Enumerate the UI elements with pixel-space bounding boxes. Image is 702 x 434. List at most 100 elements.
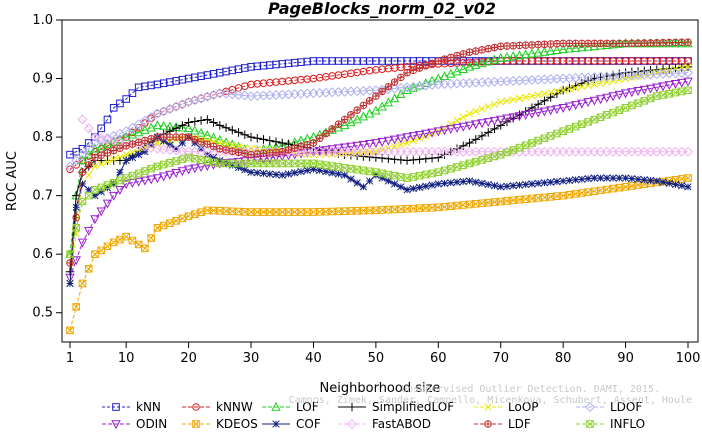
point-lof — [433, 73, 444, 83]
point-ldf — [553, 39, 561, 48]
point-ldf — [397, 73, 405, 82]
y-tick-label: 0.8 — [32, 130, 53, 145]
point-simplifiedlof — [178, 121, 187, 130]
point-lof — [683, 38, 693, 48]
point-lof — [552, 44, 562, 54]
point-kdeos — [615, 183, 624, 192]
point-kdeos — [584, 188, 592, 196]
series-ldof — [64, 67, 694, 172]
point-ldf — [634, 39, 642, 47]
point-lof — [577, 42, 587, 52]
point-lof — [208, 132, 219, 142]
point-inflo — [446, 164, 455, 173]
point-ldf — [228, 147, 237, 155]
point-lof — [558, 44, 568, 54]
point-odin — [545, 106, 556, 116]
point-ldf — [259, 149, 268, 158]
point-ldf — [359, 101, 368, 110]
point-kdeos — [141, 244, 149, 253]
point-ldf — [584, 39, 592, 48]
x-axis-label: Neighborhood size — [320, 381, 441, 396]
point-cof — [303, 166, 311, 175]
point-cof — [509, 182, 517, 190]
point-fastabod — [146, 142, 157, 153]
point-cof — [440, 179, 449, 187]
point-ldf — [159, 133, 168, 141]
point-lof — [570, 42, 581, 52]
point-cof — [684, 183, 692, 191]
point-simplifiedlof — [209, 118, 218, 127]
point-simplifiedlof — [365, 152, 374, 162]
point-lof — [146, 122, 156, 132]
point-odin — [664, 81, 675, 91]
point-odin — [115, 185, 125, 195]
point-kdeos — [490, 198, 499, 206]
point-odin — [358, 140, 369, 150]
point-inflo — [659, 91, 667, 99]
watermark-line-1: Unsupervised Outlier Detection. DAMI, 20… — [401, 384, 660, 395]
point-cof — [266, 170, 274, 178]
point-simplifiedlof — [434, 153, 443, 162]
point-fastabod — [177, 146, 188, 157]
point-odin — [502, 114, 512, 124]
point-lof — [196, 127, 206, 137]
legend-item-ldf: LDF — [474, 417, 531, 431]
point-loop — [578, 83, 586, 91]
point-simplifiedlof — [271, 137, 281, 147]
point-cof — [540, 179, 549, 187]
x-tick-label: 100 — [676, 351, 701, 366]
legend-marker-cof — [272, 420, 280, 428]
legend-marker-simplifiedlof — [347, 402, 357, 412]
x-tick-label: 60 — [430, 351, 447, 366]
point-odin — [645, 84, 656, 94]
x-axis: 1 10 20 30 40 50 60 70 80 90 100 — [66, 342, 701, 366]
point-odin — [421, 129, 431, 139]
point-ldf — [428, 59, 436, 68]
point-cof — [197, 145, 205, 153]
point-ldf — [172, 133, 180, 141]
point-cof — [353, 179, 361, 187]
point-ldof — [139, 115, 150, 126]
point-ldf — [84, 161, 93, 169]
point-kdeos — [559, 191, 567, 200]
legend-item-knn: kNN — [102, 400, 161, 414]
point-loop — [91, 162, 99, 171]
point-cof — [147, 140, 155, 149]
point-inflo — [459, 161, 468, 169]
point-loop — [547, 88, 555, 97]
legend-marker-fastabod — [346, 418, 358, 430]
point-inflo — [178, 155, 187, 164]
point-cof — [253, 169, 261, 177]
point-lof — [602, 40, 612, 49]
point-simplifiedlof — [396, 155, 406, 165]
point-odin — [627, 88, 637, 98]
point-kdeos — [72, 303, 81, 311]
y-tick-label: 0.7 — [32, 189, 53, 204]
legend-item-ldof: LDOF — [576, 400, 642, 414]
point-cof — [66, 279, 74, 288]
point-inflo — [128, 171, 137, 180]
point-odin — [514, 112, 525, 122]
point-odin — [321, 146, 331, 156]
point-ldf — [403, 68, 411, 77]
point-kdeos — [134, 240, 143, 249]
legend-marker-inflo — [586, 420, 594, 428]
point-ldf — [103, 149, 112, 157]
point-ldf — [222, 146, 230, 154]
point-cof — [259, 169, 268, 178]
point-inflo — [490, 152, 499, 161]
point-simplifiedlof — [246, 132, 256, 142]
point-ldof — [71, 155, 82, 166]
point-ldf — [365, 97, 374, 105]
legend-item-fastabod: FastABOD — [338, 417, 431, 431]
point-simplifiedlof — [483, 128, 493, 137]
point-kdeos — [191, 210, 199, 218]
point-ldf — [465, 48, 474, 56]
point-loop — [509, 95, 517, 104]
point-odin — [508, 113, 518, 123]
point-lof — [427, 75, 437, 85]
point-ldf — [615, 39, 624, 48]
point-kdeos — [153, 224, 162, 232]
point-simplifiedlof — [259, 135, 268, 144]
point-odin — [433, 127, 444, 137]
